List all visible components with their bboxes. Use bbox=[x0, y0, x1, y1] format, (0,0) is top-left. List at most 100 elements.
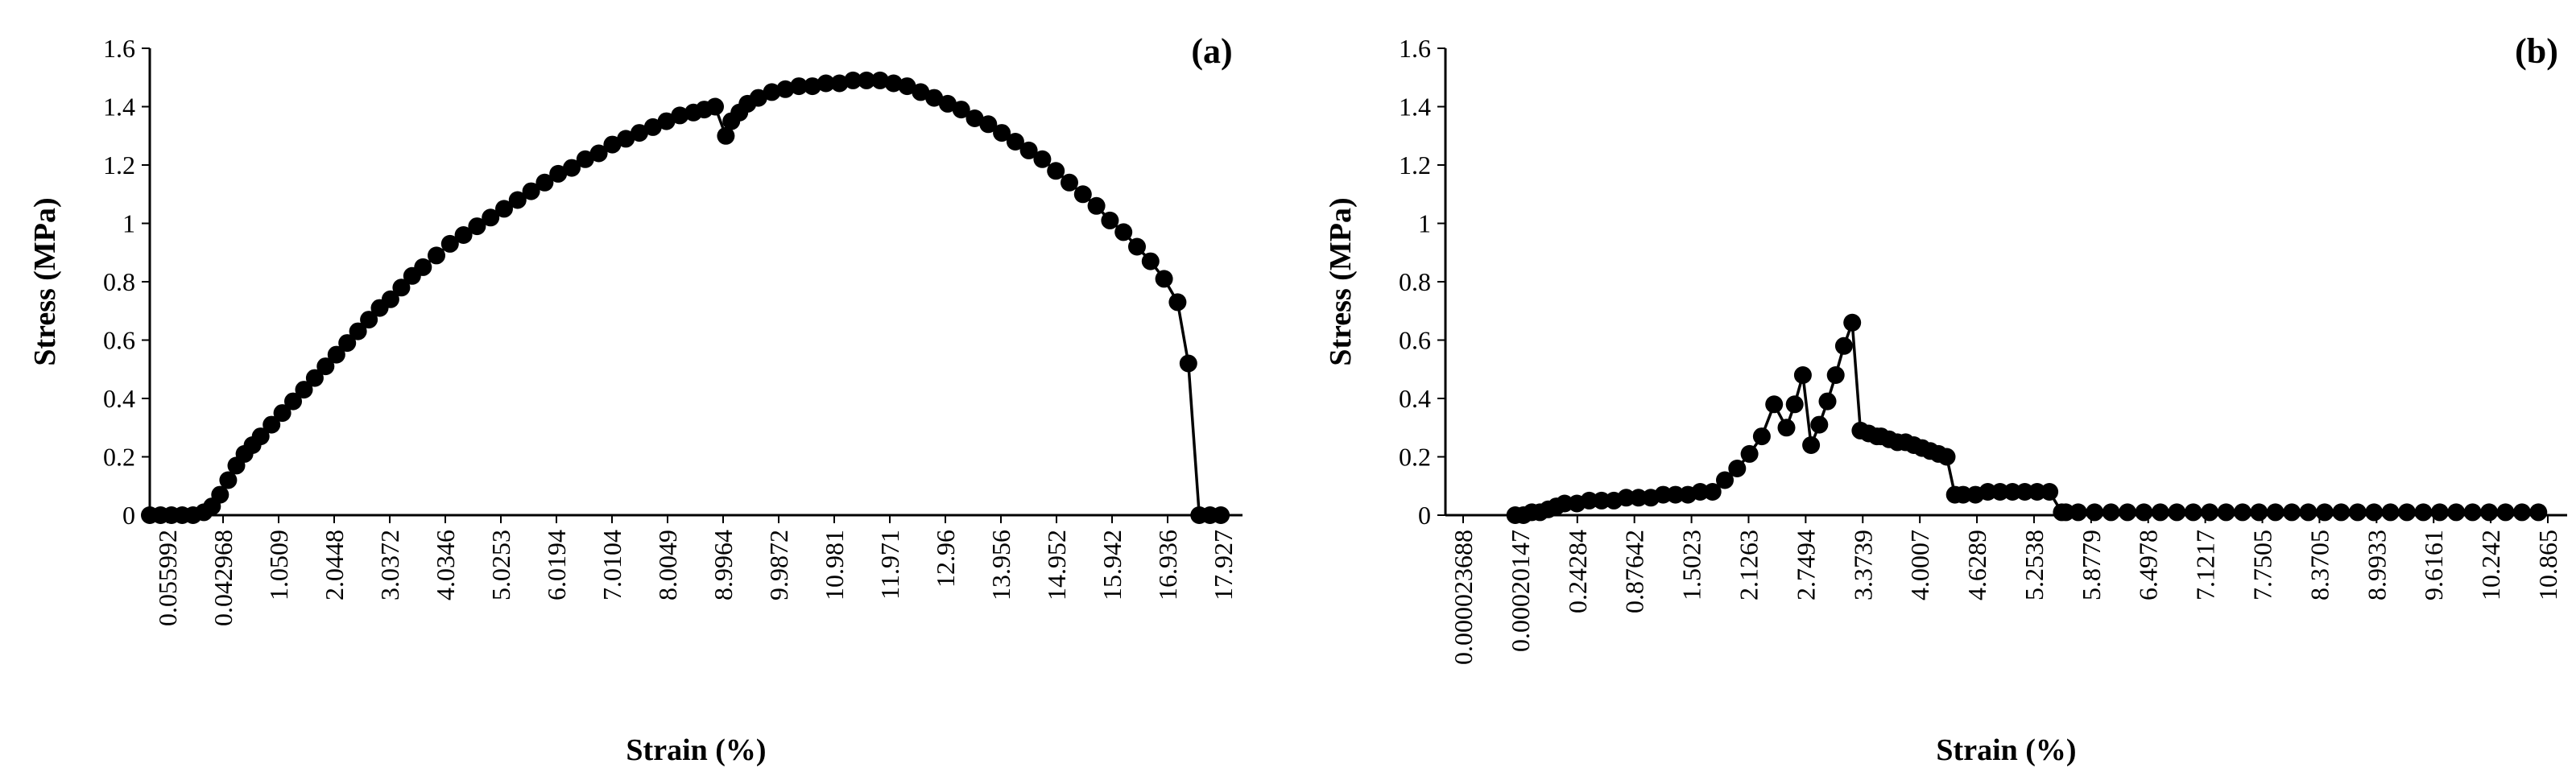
chart-a-data-point bbox=[251, 427, 270, 446]
chart-a-data-point bbox=[295, 381, 313, 399]
chart-b-x-tick-label: 9.6161 bbox=[2419, 530, 2448, 600]
chart-a-data-point bbox=[603, 135, 622, 154]
chart-a-data-point bbox=[576, 150, 594, 168]
chart-a-data-point bbox=[414, 258, 432, 276]
chart-a-x-tick-label: 0.042968 bbox=[209, 530, 238, 626]
chart-b-data-point bbox=[1728, 460, 1747, 477]
chart-b-data-point bbox=[2201, 503, 2219, 522]
chart-b-x-tick-label: 4.6289 bbox=[1962, 530, 1991, 600]
chart-a-data-point bbox=[428, 246, 445, 265]
chart-a-x-tick-label: 5.0253 bbox=[486, 530, 515, 600]
chart-b-y-axis-title: Stress (MPa) bbox=[1324, 197, 1358, 365]
chart-b-data-point bbox=[1810, 415, 1829, 434]
chart-a-data-point bbox=[1155, 270, 1173, 288]
chart-b-y-tick-label: 1.6 bbox=[1399, 34, 1431, 63]
chart-a-data-point bbox=[671, 106, 689, 125]
chart-a-data-point bbox=[338, 334, 357, 353]
chart-b-data-point bbox=[2447, 503, 2466, 522]
chart-a-y-tick-label: 0.8 bbox=[103, 267, 135, 296]
chart-a-data-point bbox=[549, 164, 568, 183]
chart-b-y-tick-label: 0 bbox=[1418, 501, 1431, 530]
chart-b-x-tick-label: 10.242 bbox=[2476, 530, 2505, 600]
chart-a-data-point bbox=[749, 89, 767, 107]
chart-a-data-point bbox=[912, 83, 930, 101]
chart-a-data-point bbox=[1212, 506, 1230, 524]
chart-b-x-tick-label: 2.1263 bbox=[1734, 530, 1763, 600]
chart-a-y-tick-label: 0 bbox=[122, 501, 135, 530]
chart-a-data-point bbox=[508, 191, 527, 209]
chart-a-data-point bbox=[522, 182, 540, 200]
chart-a-x-tick-label: 1.0509 bbox=[264, 530, 293, 600]
chart-a-series-line bbox=[150, 79, 1222, 517]
chart-a-y-tick-label: 1.6 bbox=[103, 34, 135, 63]
chart-a-x-axis-title: Strain (%) bbox=[626, 733, 766, 767]
chart-a-data-point bbox=[381, 290, 399, 308]
chart-a-data-point bbox=[830, 74, 849, 93]
chart-b-data-point bbox=[2233, 503, 2251, 522]
chart-b-data-point bbox=[2069, 503, 2087, 522]
chart-a-data-point bbox=[1179, 354, 1197, 373]
chart-b-x-tick-label: 3.3739 bbox=[1848, 530, 1877, 600]
chart-b-data-point bbox=[2381, 503, 2400, 522]
chart-a-data-point bbox=[631, 124, 648, 142]
chart-b-y-tick-label: 1.2 bbox=[1399, 151, 1431, 180]
chart-b-data-point bbox=[2512, 503, 2531, 522]
chart-b-x-tick-label: 1.5023 bbox=[1677, 530, 1706, 600]
chart-a-y-axis-title: Stress (MPa) bbox=[28, 197, 62, 365]
chart-b-data-point bbox=[2135, 503, 2153, 522]
chart-a-data-point bbox=[763, 83, 781, 101]
chart-b-data-point bbox=[2102, 503, 2120, 522]
chart-b-data-point bbox=[2332, 503, 2351, 522]
chart-a-y-tick-label: 0.2 bbox=[103, 443, 135, 472]
chart-a-x-tick-label: 17.927 bbox=[1209, 530, 1238, 600]
chart-a-data-point bbox=[440, 234, 459, 253]
chart-a-data-point bbox=[495, 200, 513, 218]
chart-b-data-point bbox=[2266, 503, 2284, 522]
chart-b-data-point bbox=[2250, 503, 2268, 522]
chart-b-data-point bbox=[1802, 436, 1821, 454]
chart-a-data-point bbox=[617, 130, 635, 148]
chart-a-x-tick-label: 12.96 bbox=[931, 530, 960, 588]
chart-a-data-point bbox=[776, 80, 795, 98]
chart-b-data-point bbox=[1843, 313, 1862, 332]
chart-b-data-point bbox=[1818, 392, 1837, 411]
chart-b-data-point bbox=[1954, 485, 1972, 504]
chart-b-data-point bbox=[2299, 503, 2318, 522]
chart-a-data-point bbox=[1033, 150, 1052, 168]
chart-b-y-tick-label: 1 bbox=[1418, 209, 1431, 238]
chart-b-data-point bbox=[2151, 503, 2169, 522]
chart-a-data-point bbox=[898, 77, 916, 96]
chart-b-data-point bbox=[2086, 503, 2104, 522]
chart-a-data-point bbox=[316, 357, 335, 376]
chart-a-x-tick-label: 13.956 bbox=[986, 530, 1015, 600]
chart-b-data-point bbox=[1556, 494, 1573, 513]
chart-b-data-point bbox=[2119, 503, 2136, 522]
chart-a-data-point bbox=[965, 109, 984, 127]
chart-a-data-point bbox=[589, 144, 608, 163]
chart-a-data-point bbox=[1019, 141, 1038, 159]
chart-a-data-point bbox=[327, 345, 345, 364]
chart-b-data-point bbox=[2480, 503, 2499, 522]
chart-a-x-tick-label: 9.9872 bbox=[764, 530, 793, 600]
chart-b-x-axis-title: Strain (%) bbox=[1936, 733, 2076, 767]
chart-b-data-point bbox=[2315, 503, 2334, 522]
chart-a-x-tick-label: 8.0049 bbox=[653, 530, 682, 600]
chart-a-data-point bbox=[454, 226, 473, 244]
chart-a-data-point bbox=[468, 217, 486, 236]
chart-a-data-point bbox=[263, 415, 281, 434]
chart-a-data-point bbox=[925, 89, 944, 107]
chart-b-data-point bbox=[2348, 503, 2367, 522]
chart-b-y-tick-label: 1.4 bbox=[1399, 93, 1431, 122]
chart-a-data-point bbox=[952, 101, 970, 119]
chart-b-x-tick-label: 10.865 bbox=[2533, 530, 2562, 600]
chart-a-data-point bbox=[482, 208, 500, 227]
chart-a-x-tick-label: 10.981 bbox=[820, 530, 849, 600]
chart-b-x-tick-label: 0.87642 bbox=[1620, 530, 1649, 613]
chart-a-data-point bbox=[884, 74, 903, 93]
chart-a-x-tick-label: 15.942 bbox=[1098, 530, 1127, 600]
chart-a-data-point bbox=[273, 404, 292, 423]
chart-b-x-tick-label: 0.00020147 bbox=[1506, 530, 1535, 652]
chart-a-data-point bbox=[938, 94, 957, 113]
chart-a-x-tick-label: 6.0194 bbox=[542, 530, 571, 600]
